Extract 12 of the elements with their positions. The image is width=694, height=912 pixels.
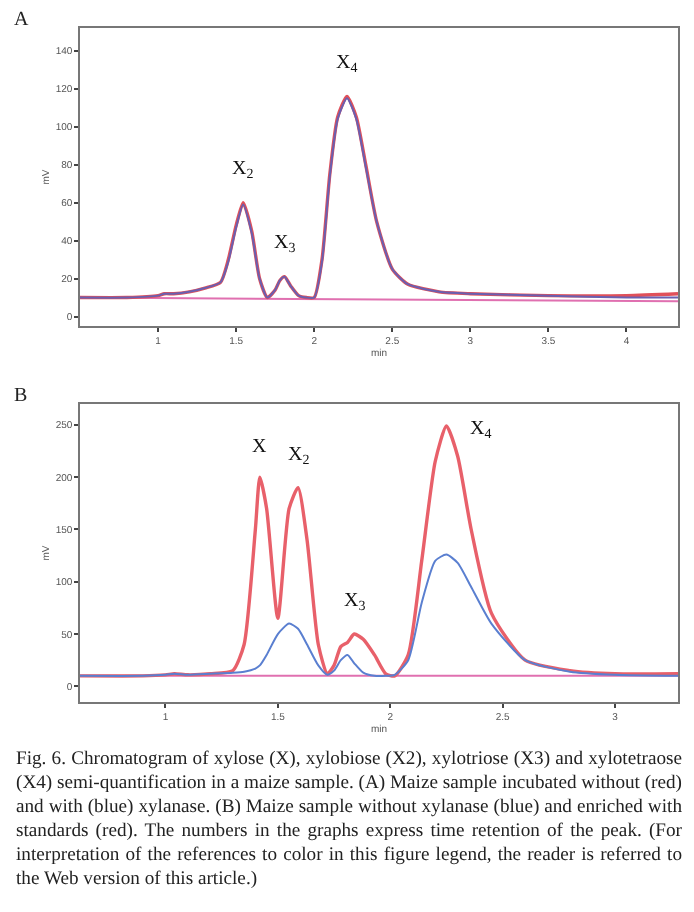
annotation: X$_{2}$ <box>288 444 311 469</box>
annotation: X$_{2}$ <box>232 158 255 183</box>
annotation: X$_{3}$ <box>274 232 297 257</box>
annotation: X$_{4}$ <box>336 52 359 77</box>
annotation: X$_{3}$ <box>344 590 367 615</box>
chart-title: B <box>13 385 28 408</box>
annotation: X <box>252 436 268 458</box>
caption: Fig. 6. Chromatogram of xylose (X), xylobiose (X2), xylotriose (X3) and xylotetraose (X4) semi-quantification in a maize sample. (A) Maize sample incubated without (red) and with (blue) xylanase. (B) Maize sample without xylanase (blue) and enriched with standards (red). The numbers in the graphs express time retention of the peak. (For interpretation of the references to color in this figure legend, the reader is referred to the Web version of this article.) <box>16 748 682 892</box>
annotation: X$_{4}$ <box>470 418 493 443</box>
line-series <box>80 424 678 678</box>
chart-title: A <box>13 9 30 32</box>
line-series <box>80 553 678 677</box>
